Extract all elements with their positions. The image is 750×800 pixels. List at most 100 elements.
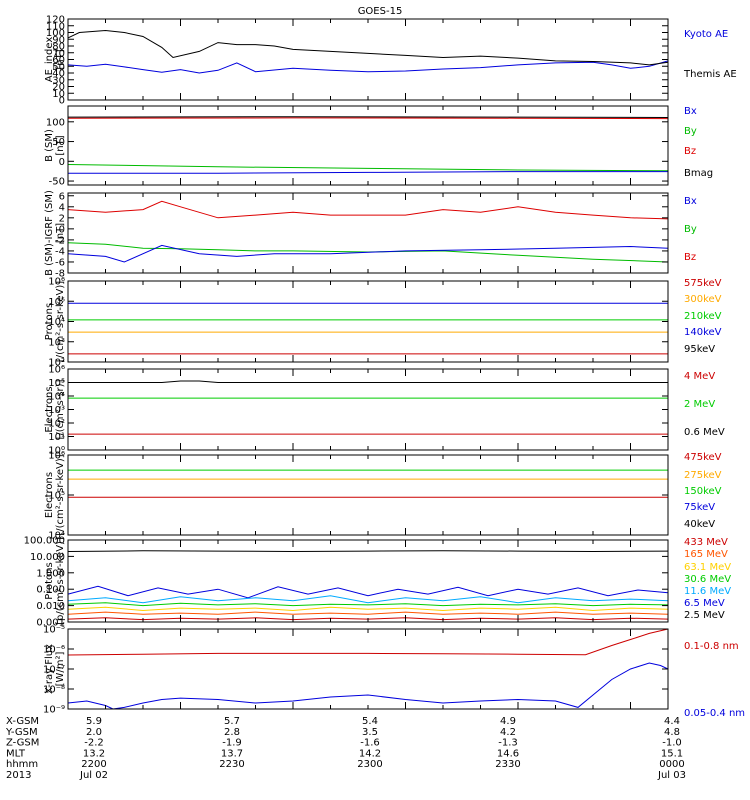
legend-label: 0.1-0.8 nm	[684, 641, 739, 652]
y-axis-label: Protons	[44, 562, 55, 599]
orbit-value: 2.0	[86, 727, 102, 738]
series-line-5-1	[68, 380, 668, 383]
panel-6: 10⁴ 10⁵ 10⁶ Electrons [/(cm²-s-sr-keV)] 475ke…	[44, 451, 722, 542]
legend-label: 2 MeV	[684, 399, 715, 410]
y-tick-label: 10³	[48, 405, 65, 416]
legend-label: Kyoto AE	[684, 29, 728, 40]
y-tick-label: 0.001	[36, 618, 65, 629]
y-tick-label: 110	[46, 21, 65, 32]
y-axis-label: [/(cm²-s-sr-keV)]	[55, 454, 66, 535]
legend-label: 150keV	[684, 486, 722, 497]
y-tick-label: -8	[55, 269, 65, 280]
orbit-row-label: Y-GSM	[5, 727, 38, 738]
y-tick-label: 10⁴	[48, 392, 65, 403]
y-tick-label: 0	[59, 96, 65, 107]
legend-label: By	[684, 224, 697, 235]
y-tick-label: 0	[59, 157, 65, 168]
y-axis-label: B (SM)-IGRF (SM)	[44, 190, 55, 276]
legend-label: By	[684, 126, 697, 137]
y-tick-label: 10²	[48, 358, 65, 369]
legend-label: 475keV	[684, 452, 722, 463]
plot-title: GOES-15	[358, 6, 403, 17]
series-line-7-5	[67, 606, 669, 612]
y-tick-label: 1.000	[36, 568, 65, 579]
orbit-row-label: X-GSM	[6, 716, 39, 727]
y-tick-label: 70	[52, 48, 65, 59]
y-axis-label: [nT]	[55, 135, 66, 155]
orbit-value: 13.7	[221, 748, 243, 759]
legend-label: Bz	[684, 252, 696, 263]
series-line-2-4	[68, 171, 668, 174]
y-tick-label: 0.100	[36, 585, 65, 596]
legend-label: 433 MeV	[684, 537, 728, 548]
panel-frame	[67, 280, 669, 363]
legend-label: 95keV	[684, 344, 715, 355]
y-tick-label: -50	[49, 177, 65, 188]
y-axis-label: Electrons	[44, 472, 55, 518]
y-tick-label: 120	[46, 15, 65, 26]
y-tick-label: 10⁻⁶	[43, 645, 65, 656]
panel-frame	[67, 628, 669, 710]
orbit-value: -1.3	[498, 738, 518, 749]
series-line-2-1	[67, 117, 669, 120]
orbit-value: 0000	[659, 759, 684, 770]
y-tick-label: 10⁻⁵	[43, 625, 65, 636]
y-tick-label: 10⁶	[48, 277, 65, 288]
legend-label: 11.6 MeV	[684, 586, 731, 597]
orbit-row-label: hhmm	[6, 759, 38, 770]
legend-label: 6.5 MeV	[684, 598, 725, 609]
y-tick-label: 100.000	[24, 536, 65, 547]
y-tick-label: 10⁴	[48, 531, 65, 542]
orbit-value: 3.5	[362, 727, 378, 738]
y-tick-label: 0.010	[36, 601, 65, 612]
y-axis-label: [nT]	[55, 49, 66, 69]
orbit-table: X-GSM 5.9 5.7 5.4 4.9 4.4 Y-GSM 2.0 2.8 3.5 4.2 4.8…	[5, 716, 686, 781]
series-line-8-2	[67, 662, 669, 710]
y-tick-label: 100	[46, 28, 65, 39]
y-tick-label: 10	[52, 89, 65, 100]
y-axis-label: B (SM)	[44, 129, 55, 162]
orbit-row-label: Z-GSM	[6, 738, 39, 749]
orbit-value: 13.2	[83, 748, 105, 759]
orbit-value: -1.0	[662, 738, 682, 749]
legend-label: 4 MeV	[684, 371, 715, 382]
y-axis-label: AE_index	[44, 37, 55, 83]
orbit-value: 2.8	[224, 727, 240, 738]
legend-label: 75keV	[684, 502, 715, 513]
panel-frame	[67, 192, 669, 274]
y-tick-label: 10.000	[30, 552, 65, 563]
orbit-value: 2230	[219, 759, 244, 770]
orbit-value: -1.9	[222, 738, 242, 749]
y-tick-label: 10⁻⁹	[43, 705, 65, 716]
panel-frame	[67, 454, 669, 536]
y-tick-label: 0	[59, 224, 65, 235]
y-axis-label: [nT]	[55, 223, 66, 243]
y-tick-label: 10²	[48, 419, 65, 430]
legend-label: 40keV	[684, 519, 715, 530]
y-tick-label: 100	[46, 117, 65, 128]
orbit-value: Jul 03	[657, 770, 686, 781]
legend-label: 0.05-0.4 nm	[684, 708, 745, 719]
orbit-row-label: 2013	[6, 770, 31, 781]
y-tick-label: 10⁻⁷	[43, 665, 65, 676]
y-axis-label: Protons	[44, 303, 55, 340]
panel-8: 10⁻⁹ 10⁻⁸ 10⁻⁷ 10⁻⁶ 10⁻⁵ X-ray Flux [W/m²] 0.1-…	[43, 625, 745, 720]
y-tick-label: 20	[52, 82, 65, 93]
series-line-8-1	[67, 628, 669, 656]
orbit-value: 2200	[81, 759, 106, 770]
series-line-2-3	[67, 164, 669, 172]
y-tick-label: 10⁰	[48, 446, 65, 457]
y-tick-label: 10³	[48, 337, 65, 348]
y-tick-label: 30	[52, 75, 65, 86]
orbit-value: -1.6	[360, 738, 380, 749]
y-axis-label: [/(cm²-s-sr)]	[55, 379, 66, 439]
y-tick-label: 6	[59, 191, 65, 202]
legend-label: 140keV	[684, 327, 722, 338]
legend-label: Bx	[684, 106, 697, 117]
orbit-value: 4.9	[500, 716, 516, 727]
y-tick-label: 10⁶	[48, 451, 65, 462]
y-tick-label: 50	[52, 137, 65, 148]
